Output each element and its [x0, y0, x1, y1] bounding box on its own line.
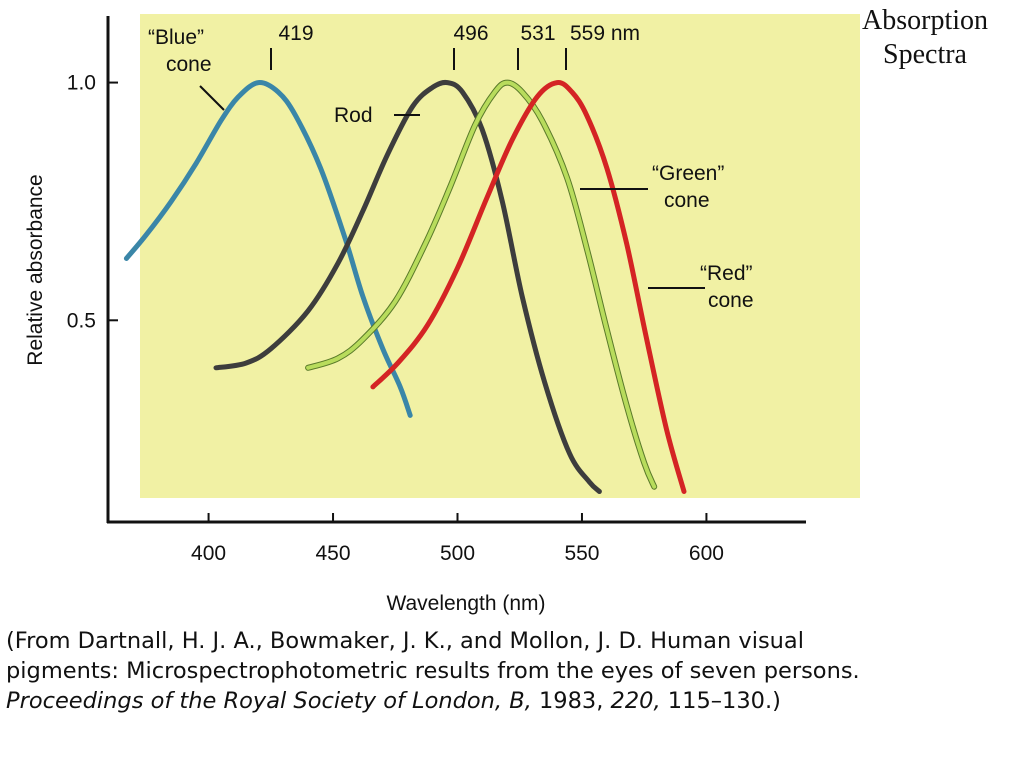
y-tick-label: 1.0 — [67, 72, 96, 95]
x-tick-label: 400 — [191, 542, 226, 565]
plot-background — [140, 14, 860, 498]
curve-rod — [213, 79, 602, 494]
x-tick-label: 600 — [689, 542, 724, 565]
peak-label-blue: 419 — [278, 22, 313, 45]
citation-journal: Proceedings of the Royal Society of Lond… — [6, 688, 532, 714]
x-tick-label: 450 — [316, 542, 351, 565]
label-green-cone-line2: cone — [664, 189, 710, 212]
label-blue-cone: “Blue” cone — [148, 26, 212, 76]
label-rod: Rod — [334, 104, 373, 127]
citation: (From Dartnall, H. J. A., Bowmaker, J. K… — [6, 626, 886, 716]
ticks: 400 450 500 550 600 0.5 1.0 — [67, 72, 724, 565]
label-red-cone-line2: cone — [708, 289, 754, 312]
peak-label-rod: 496 — [453, 22, 488, 45]
slide-title-line1: Absorption — [862, 5, 988, 36]
label-green-cone-line1: “Green” — [652, 162, 724, 185]
curves — [123, 79, 687, 494]
x-axis-title: Wavelength (nm) — [386, 592, 545, 615]
slide-title-line2: Spectra — [883, 39, 967, 70]
peak-label-red: 559 nm — [570, 22, 640, 45]
label-red-cone-line1: “Red” — [700, 262, 753, 285]
curve-blue-cone — [123, 80, 413, 418]
label-blue-cone-line2: cone — [166, 53, 212, 76]
curve-green-cone — [306, 80, 657, 489]
y-axis-title: Relative absorbance — [24, 174, 47, 365]
x-tick-label: 550 — [564, 542, 599, 565]
citation-year: 1983, — [531, 688, 611, 714]
absorption-chart: 400 450 500 550 600 0.5 1.0 Wavelength (nm) Re… — [24, 14, 860, 615]
citation-pages: 115–130.) — [660, 688, 781, 714]
citation-volume: 220, — [610, 688, 661, 714]
label-blue-cone-line1: “Blue” — [148, 26, 204, 49]
citation-text: (From Dartnall, H. J. A., Bowmaker, J. K… — [6, 628, 860, 684]
y-tick-label: 0.5 — [67, 309, 96, 332]
label-green-cone: “Green” cone — [652, 162, 724, 212]
curve-red-cone — [370, 80, 687, 494]
peak-label-green: 531 — [520, 22, 555, 45]
x-tick-label: 500 — [440, 542, 475, 565]
leader-blue-cone — [199, 85, 225, 111]
label-red-cone: “Red” cone — [700, 262, 754, 312]
slide-title: Absorption Spectra — [840, 4, 1010, 72]
